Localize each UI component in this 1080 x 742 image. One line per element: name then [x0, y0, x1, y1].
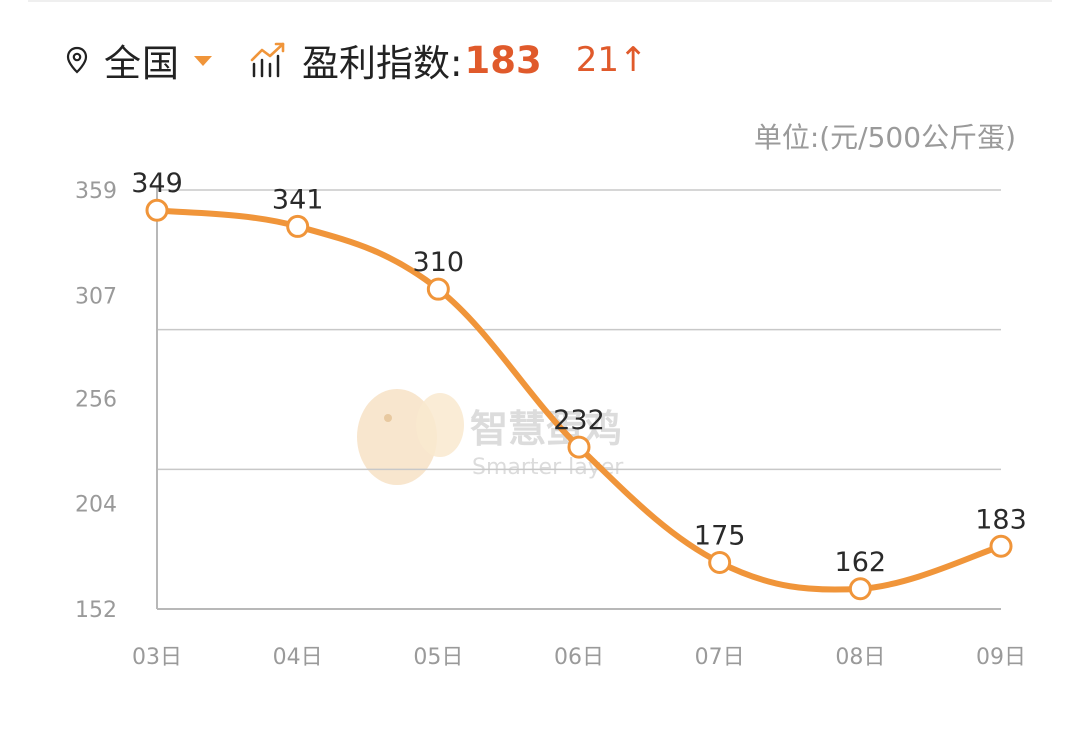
trend-chart-icon	[248, 40, 288, 80]
region-label: 全国	[104, 42, 180, 85]
index-change: 21↑	[575, 40, 648, 80]
data-point	[848, 577, 872, 601]
x-tick-label: 05日	[413, 645, 463, 670]
data-point	[567, 435, 591, 459]
x-tick-label: 08日	[835, 645, 885, 670]
data-point	[426, 277, 450, 301]
location-pin-icon	[62, 45, 92, 75]
y-tick-label: 307	[75, 284, 117, 309]
data-point	[145, 198, 169, 222]
data-labels: 349 341 310 232 175 162 183	[131, 168, 1027, 578]
x-tick-label: 04日	[273, 645, 323, 670]
axes	[156, 186, 1001, 610]
data-label: 349	[131, 168, 183, 199]
index-label: 盈利指数:	[302, 42, 463, 85]
caret-down-icon	[194, 56, 212, 66]
grid-lines	[157, 189, 1001, 471]
chick-logo-icon	[357, 389, 464, 485]
data-label: 183	[975, 504, 1027, 535]
y-tick-label: 256	[75, 387, 117, 412]
y-tick-label: 359	[75, 179, 117, 204]
index-value: 183	[464, 38, 542, 82]
top-divider	[28, 0, 1052, 2]
data-label: 341	[272, 184, 324, 215]
region-selector[interactable]: 全国	[62, 33, 212, 87]
data-label: 162	[835, 547, 887, 578]
unit-label: 单位:(元/500公斤蛋)	[753, 121, 1016, 154]
x-axis-ticks: 03日 04日 05日 06日 07日 08日 09日	[132, 645, 1026, 670]
data-point	[708, 550, 732, 574]
y-tick-label: 152	[75, 598, 117, 623]
data-label: 232	[553, 405, 605, 436]
series-path	[154, 207, 1004, 593]
data-point	[989, 534, 1013, 558]
x-tick-label: 06日	[554, 645, 604, 670]
x-tick-label: 03日	[132, 645, 182, 670]
y-axis-ticks: 359 307 256 204 152	[75, 179, 117, 623]
series-line	[154, 207, 1004, 593]
data-label: 310	[413, 247, 465, 278]
data-points	[145, 198, 1013, 601]
header-bar: 全国 盈利指数: 183 21↑	[62, 30, 647, 90]
y-tick-label: 204	[75, 493, 117, 518]
x-tick-label: 07日	[695, 645, 745, 670]
x-tick-label: 09日	[976, 645, 1026, 670]
data-point	[286, 214, 310, 238]
data-label: 175	[694, 520, 746, 551]
